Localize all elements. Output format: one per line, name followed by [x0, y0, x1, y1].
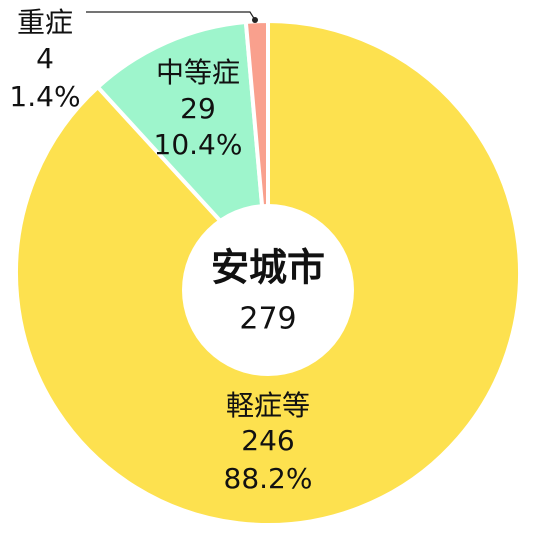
- slice-percent: 1.4%: [9, 80, 80, 113]
- slice-count: 246: [241, 424, 294, 457]
- slice-label: 軽症等: [226, 389, 310, 422]
- center-total: 279: [239, 302, 296, 337]
- leader-line: [86, 11, 256, 21]
- leader-dot: [252, 17, 258, 23]
- donut-hole: [182, 204, 354, 376]
- slice-label: 中等症: [156, 56, 240, 89]
- slice: [95, 19, 270, 275]
- center-title: 安城市: [211, 246, 325, 290]
- slice-count: 29: [180, 92, 216, 125]
- slice-count: 4: [36, 42, 54, 75]
- slice-percent: 10.4%: [154, 128, 243, 161]
- slice-percent: 88.2%: [224, 462, 313, 495]
- slice-label: 重症: [17, 6, 73, 39]
